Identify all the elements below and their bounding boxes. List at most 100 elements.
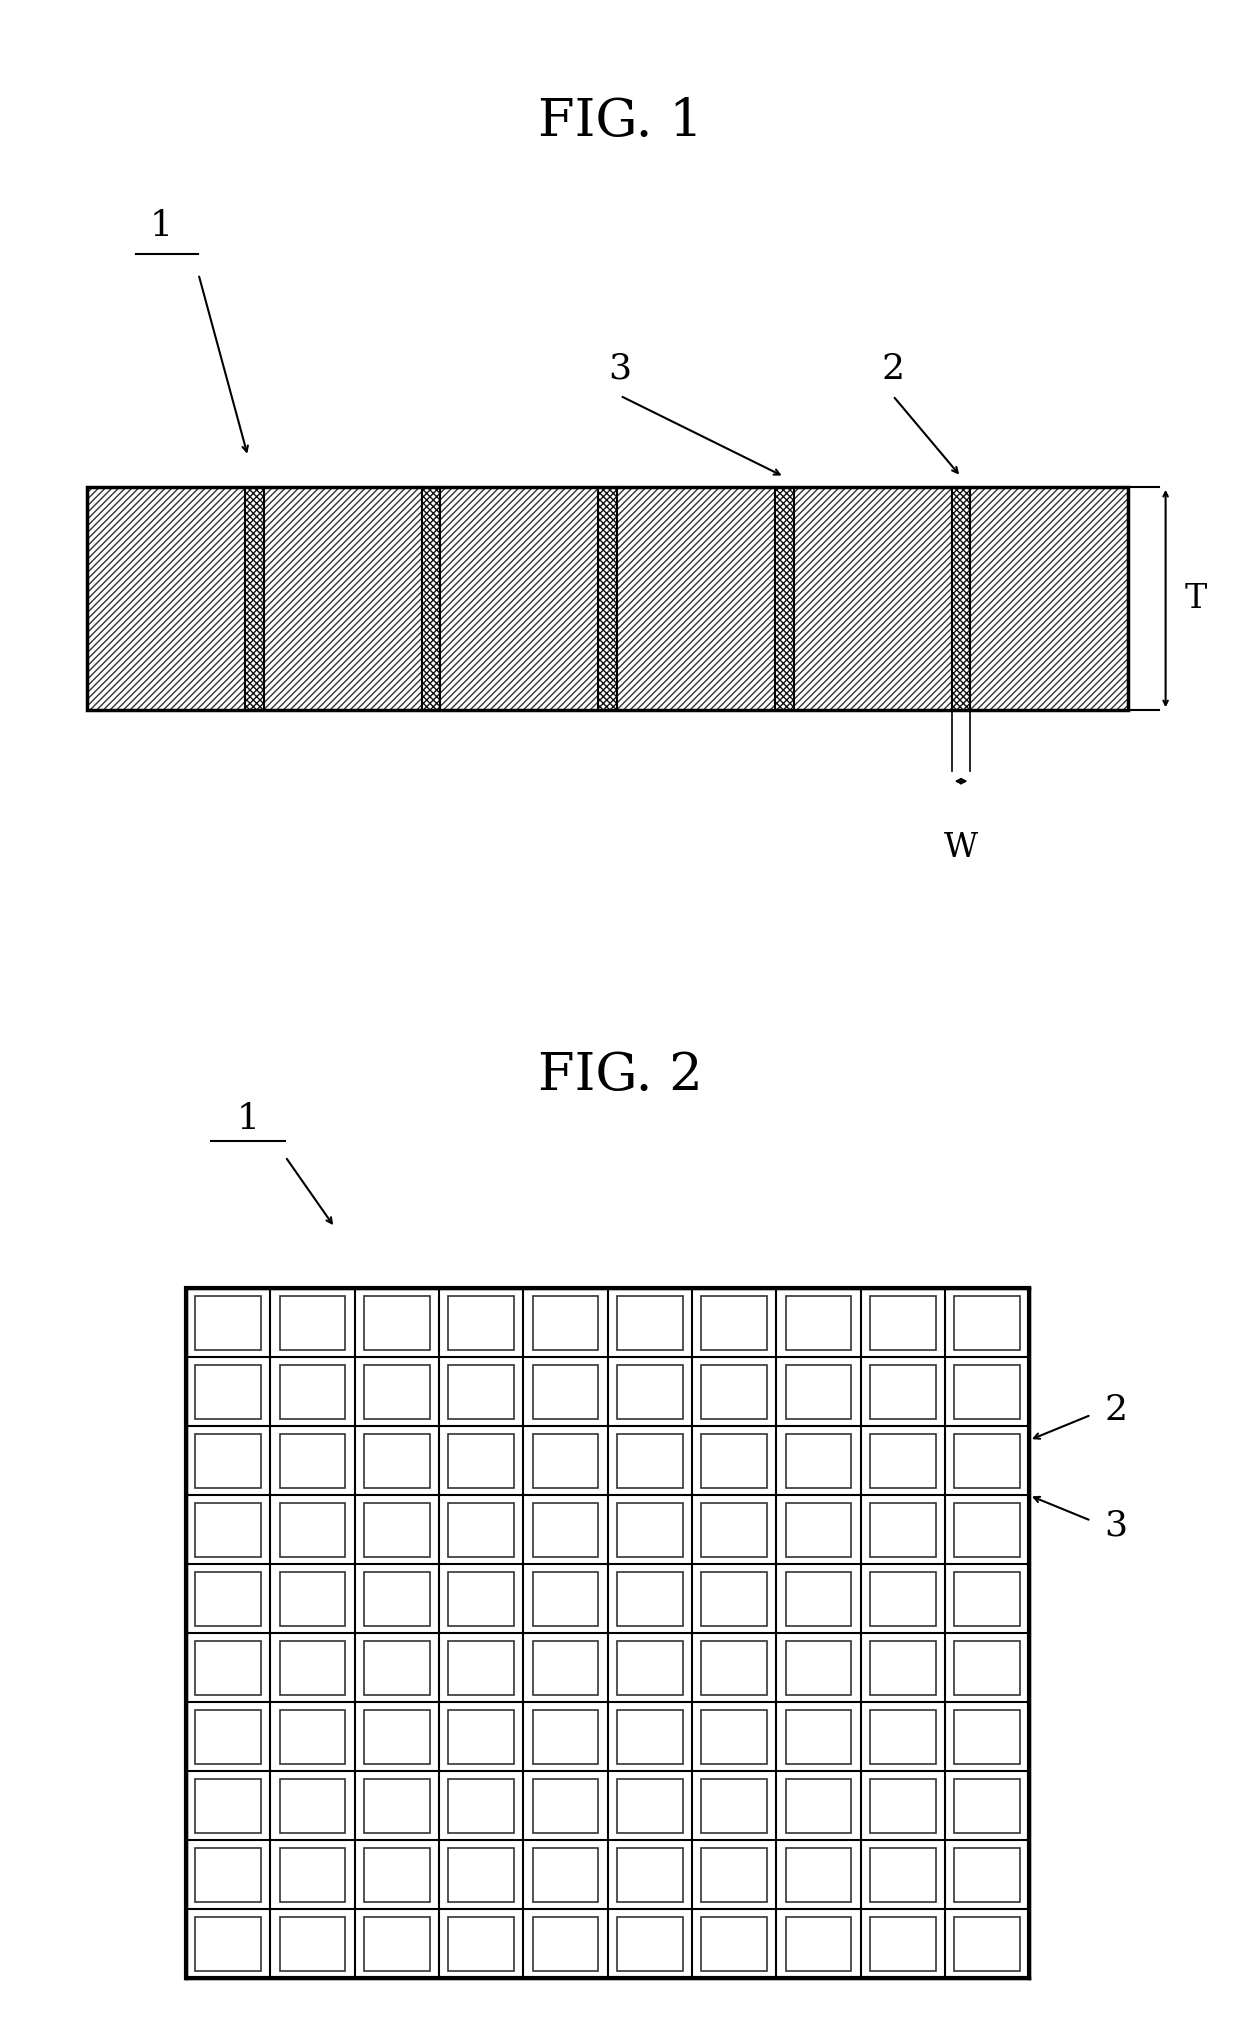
Bar bbox=[954, 1848, 1021, 1901]
Bar bbox=[279, 1366, 346, 1418]
Text: W: W bbox=[944, 832, 978, 864]
Text: 3: 3 bbox=[1105, 1510, 1127, 1542]
Bar bbox=[701, 1917, 768, 1970]
Bar bbox=[87, 487, 1128, 710]
Bar bbox=[279, 1710, 346, 1763]
Bar bbox=[954, 1503, 1021, 1556]
Bar bbox=[954, 1572, 1021, 1625]
Bar bbox=[971, 487, 1128, 710]
Bar bbox=[363, 1366, 430, 1418]
Bar bbox=[954, 1710, 1021, 1763]
Bar bbox=[598, 487, 618, 710]
Bar bbox=[279, 1641, 346, 1694]
Bar bbox=[785, 1848, 852, 1901]
Bar bbox=[701, 1572, 768, 1625]
Text: 1: 1 bbox=[237, 1102, 259, 1136]
Bar bbox=[616, 1710, 683, 1763]
Bar bbox=[195, 1297, 262, 1349]
Bar bbox=[87, 487, 1128, 710]
Bar bbox=[363, 1848, 430, 1901]
Bar bbox=[701, 1435, 768, 1487]
Bar bbox=[785, 1641, 852, 1694]
Bar bbox=[532, 1435, 599, 1487]
Bar bbox=[954, 1917, 1021, 1970]
Bar bbox=[785, 1435, 852, 1487]
Bar bbox=[264, 487, 422, 710]
Bar bbox=[448, 1917, 515, 1970]
Bar bbox=[785, 1779, 852, 1832]
Text: T: T bbox=[1184, 582, 1207, 615]
Bar bbox=[279, 1917, 346, 1970]
Bar bbox=[279, 1779, 346, 1832]
Bar bbox=[869, 1848, 936, 1901]
Bar bbox=[785, 1572, 852, 1625]
Bar bbox=[869, 1435, 936, 1487]
Bar bbox=[87, 487, 244, 710]
Bar bbox=[701, 1710, 768, 1763]
Text: FIG. 1: FIG. 1 bbox=[538, 95, 702, 148]
Bar bbox=[701, 1641, 768, 1694]
Bar bbox=[954, 1297, 1021, 1349]
Bar bbox=[616, 1848, 683, 1901]
Bar bbox=[363, 1917, 430, 1970]
Bar bbox=[532, 1641, 599, 1694]
Bar bbox=[869, 1917, 936, 1970]
Bar bbox=[701, 1297, 768, 1349]
Bar bbox=[363, 1503, 430, 1556]
Bar bbox=[785, 1710, 852, 1763]
Bar bbox=[616, 1641, 683, 1694]
Bar bbox=[279, 1848, 346, 1901]
Bar bbox=[244, 487, 264, 710]
Bar bbox=[195, 1366, 262, 1418]
Bar bbox=[448, 1503, 515, 1556]
Bar bbox=[616, 1503, 683, 1556]
Bar bbox=[532, 1710, 599, 1763]
Bar bbox=[448, 1848, 515, 1901]
Bar bbox=[186, 1288, 1029, 1978]
Bar bbox=[532, 1366, 599, 1418]
Bar bbox=[448, 1435, 515, 1487]
Bar bbox=[186, 1288, 1029, 1978]
Text: 2: 2 bbox=[1105, 1392, 1127, 1426]
Bar bbox=[616, 1297, 683, 1349]
Bar bbox=[616, 1779, 683, 1832]
Bar bbox=[701, 1503, 768, 1556]
Bar bbox=[954, 1435, 1021, 1487]
Bar bbox=[869, 1779, 936, 1832]
Text: 2: 2 bbox=[882, 351, 904, 386]
Bar bbox=[618, 487, 775, 710]
Bar bbox=[532, 1848, 599, 1901]
Bar bbox=[701, 1779, 768, 1832]
Bar bbox=[869, 1366, 936, 1418]
Bar bbox=[195, 1848, 262, 1901]
Bar bbox=[616, 1435, 683, 1487]
Bar bbox=[616, 1917, 683, 1970]
Bar bbox=[616, 1572, 683, 1625]
Bar bbox=[775, 487, 794, 710]
Bar bbox=[195, 1572, 262, 1625]
Text: 3: 3 bbox=[609, 351, 631, 386]
Bar bbox=[869, 1710, 936, 1763]
Bar bbox=[363, 1297, 430, 1349]
Bar bbox=[532, 1503, 599, 1556]
Bar bbox=[532, 1572, 599, 1625]
Bar bbox=[869, 1641, 936, 1694]
Bar bbox=[951, 487, 971, 710]
Bar bbox=[440, 487, 598, 710]
Bar bbox=[279, 1572, 346, 1625]
Bar bbox=[954, 1366, 1021, 1418]
Bar bbox=[701, 1366, 768, 1418]
Bar bbox=[448, 1779, 515, 1832]
Bar bbox=[363, 1435, 430, 1487]
Bar bbox=[785, 1503, 852, 1556]
Bar bbox=[363, 1710, 430, 1763]
Text: FIG. 2: FIG. 2 bbox=[538, 1049, 702, 1102]
Bar bbox=[195, 1917, 262, 1970]
Bar bbox=[954, 1779, 1021, 1832]
Bar bbox=[195, 1503, 262, 1556]
Bar bbox=[363, 1641, 430, 1694]
Bar bbox=[869, 1297, 936, 1349]
Bar bbox=[785, 1917, 852, 1970]
Bar bbox=[954, 1641, 1021, 1694]
Bar bbox=[195, 1641, 262, 1694]
